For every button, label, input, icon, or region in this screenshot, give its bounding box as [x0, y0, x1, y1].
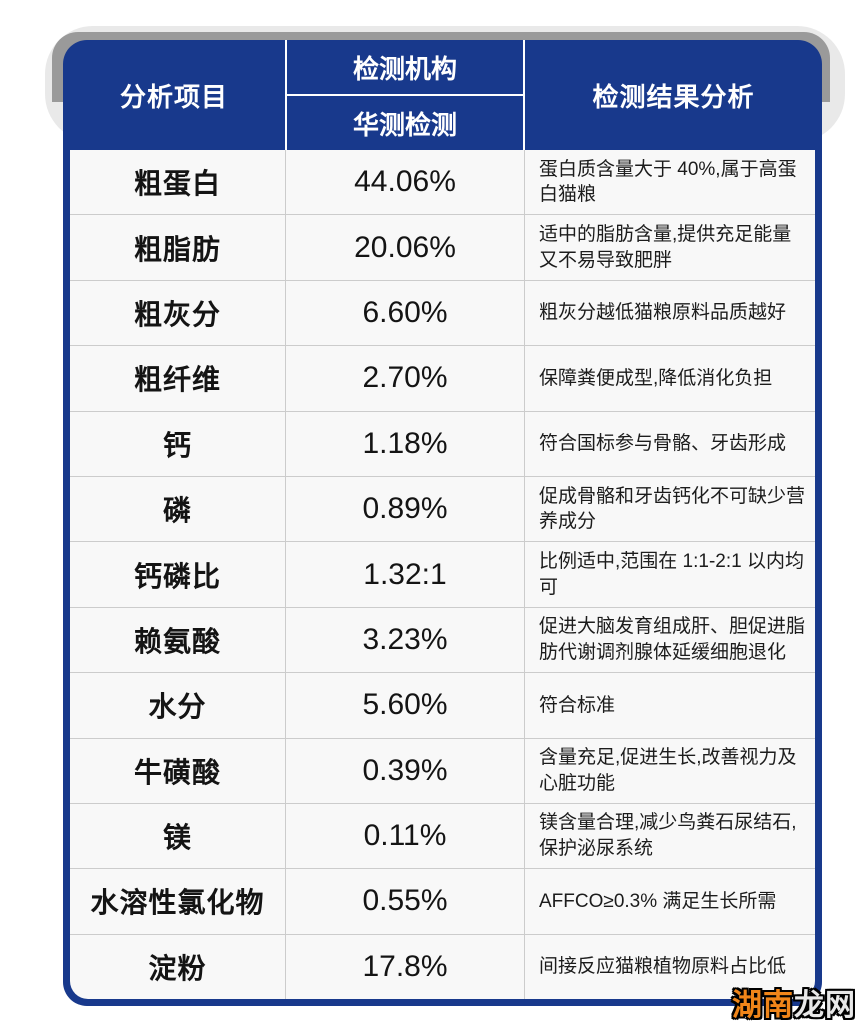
- note-cell: 粗灰分越低猫粮原料品质越好: [539, 302, 787, 324]
- table-row: 镁 0.11% 镁含量合理,减少鸟粪石尿结石,保护泌尿系统: [70, 802, 815, 869]
- table-row: 钙 1.18% 符合国标参与骨骼、牙齿形成: [70, 410, 815, 476]
- value-cell: 6.60%: [285, 280, 525, 346]
- table-row: 水溶性氯化物 0.55% AFFCO≥0.3% 满足生长所需: [70, 868, 815, 934]
- watermark-text-part2: 龙网: [794, 989, 856, 1022]
- table-row: 粗纤维 2.70% 保障粪便成型,降低消化负担: [70, 345, 815, 411]
- table-row: 粗蛋白 44.06% 蛋白质含量大于 40%,属于高蛋白猫粮: [70, 150, 815, 215]
- note-cell: 符合标准: [539, 694, 616, 716]
- item-cell: 牛磺酸: [133, 756, 221, 788]
- watermark: 湖南龙网: [732, 980, 856, 1024]
- table-row: 赖氨酸 3.23% 促进大脑发育组成肝、胆促进脂肪代谢调剂腺体延缓细胞退化: [70, 606, 815, 673]
- table-row: 粗脂肪 20.06% 适中的脂肪含量,提供充足能量又不易导致肥胖: [70, 214, 815, 280]
- value-cell: 17.8%: [285, 934, 525, 999]
- note-cell: 含量充足,促进生长,改善视力及心脏功能: [539, 747, 797, 794]
- value-cell: 5.60%: [285, 673, 525, 738]
- item-cell: 粗脂肪: [133, 233, 221, 265]
- item-cell: 镁: [162, 822, 192, 854]
- table-row: 淀粉 17.8% 间接反应猫粮植物原料占比低: [70, 933, 815, 999]
- table-row: 钙磷比 1.32:1 比例适中,范围在 1:1-2:1 以内均可: [70, 541, 815, 607]
- header-result-analysis: 检测结果分析: [592, 81, 755, 112]
- item-cell: 赖氨酸: [133, 625, 221, 657]
- value-cell: 3.23%: [285, 607, 525, 673]
- note-cell: 比例适中,范围在 1:1-2:1 以内均可: [539, 550, 804, 598]
- table-row: 水分 5.60% 符合标准: [70, 672, 815, 738]
- header-analysis-item: 分析项目: [119, 81, 228, 112]
- item-cell: 淀粉: [148, 952, 207, 984]
- value-cell: 0.89%: [285, 476, 525, 542]
- note-cell: 促进大脑发育组成肝、胆促进脂肪代谢调剂腺体延缓细胞退化: [539, 616, 806, 663]
- item-cell: 粗灰分: [133, 298, 221, 330]
- table-row: 粗灰分 6.60% 粗灰分越低猫粮原料品质越好: [70, 279, 815, 346]
- header-agency-column: 检测机构 华测检测: [285, 40, 525, 150]
- value-cell: 1.18%: [285, 411, 525, 476]
- item-cell: 水分: [148, 691, 207, 723]
- item-cell: 磷: [162, 495, 192, 527]
- nutrition-analysis-table: 分析项目 检测机构 华测检测 检测结果分析 粗蛋白 44.06% 蛋白质含量大于…: [63, 40, 822, 1006]
- note-cell: 符合国标参与骨骼、牙齿形成: [539, 432, 787, 454]
- table-header: 分析项目 检测机构 华测检测 检测结果分析: [63, 40, 822, 150]
- table-body: 粗蛋白 44.06% 蛋白质含量大于 40%,属于高蛋白猫粮 粗脂肪 20.06…: [70, 150, 815, 999]
- watermark-text-part1: 湖南: [732, 989, 794, 1022]
- note-cell: 保障粪便成型,降低消化负担: [539, 367, 773, 389]
- value-cell: 0.39%: [285, 738, 525, 803]
- note-cell: 间接反应猫粮植物原料占比低: [539, 956, 787, 978]
- note-cell: 镁含量合理,减少鸟粪石尿结石,保护泌尿系统: [539, 812, 797, 860]
- note-cell: 促成骨骼和牙齿钙化不可缺少营养成分: [539, 485, 806, 533]
- header-testing-agency: 检测机构: [287, 40, 523, 96]
- value-cell: 2.70%: [285, 346, 525, 411]
- item-cell: 钙磷比: [133, 560, 221, 592]
- item-cell: 粗蛋白: [133, 168, 221, 200]
- note-cell: AFFCO≥0.3% 满足生长所需: [539, 890, 777, 912]
- item-cell: 钙: [162, 429, 192, 461]
- table-row: 牛磺酸 0.39% 含量充足,促进生长,改善视力及心脏功能: [70, 737, 815, 803]
- note-cell: 蛋白质含量大于 40%,属于高蛋白猫粮: [539, 158, 797, 206]
- table-row: 磷 0.89% 促成骨骼和牙齿钙化不可缺少营养成分: [70, 475, 815, 542]
- value-cell: 0.55%: [285, 869, 525, 934]
- value-cell: 0.11%: [285, 803, 525, 869]
- item-cell: 水溶性氯化物: [90, 887, 265, 919]
- value-cell: 1.32:1: [285, 542, 525, 607]
- header-agency-name: 华测检测: [352, 109, 457, 140]
- value-cell: 20.06%: [285, 215, 525, 280]
- value-cell: 44.06%: [285, 150, 525, 215]
- note-cell: 适中的脂肪含量,提供充足能量又不易导致肥胖: [539, 223, 792, 271]
- item-cell: 粗纤维: [133, 364, 221, 396]
